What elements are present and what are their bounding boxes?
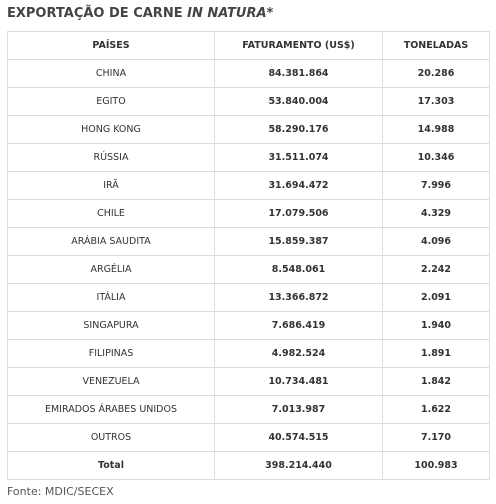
title: EXPORTAÇÃO DE CARNE IN NATURA*: [7, 6, 273, 21]
country-cell: FILIPINAS: [7, 339, 215, 368]
country-cell: HONG KONG: [7, 115, 215, 144]
country-cell: VENEZUELA: [7, 367, 215, 396]
country-cell: ITÁLIA: [7, 283, 215, 312]
country-cell: IRÃ: [7, 171, 215, 200]
export-table: PAÍSES FATURAMENTO (US$) TONELADAS CHINA 84…: [7, 31, 490, 480]
value-cell: 1.940: [382, 311, 490, 340]
country-cell: CHILE: [7, 199, 215, 228]
value-cell: 7.013.987: [214, 395, 383, 424]
value-cell: 4.329: [382, 199, 490, 228]
total-value: 398.214.440: [214, 451, 383, 480]
column-header: TONELADAS: [382, 31, 490, 60]
value-cell: 8.548.061: [214, 255, 383, 284]
table-row: IRÃ 31.694.472 7.996: [7, 171, 490, 200]
source-note: Fonte: MDIC/SECEX: [7, 485, 114, 498]
table-row: HONG KONG 58.290.176 14.988: [7, 115, 490, 144]
value-cell: 31.694.472: [214, 171, 383, 200]
value-cell: 53.840.004: [214, 87, 383, 116]
value-cell: 4.982.524: [214, 339, 383, 368]
country-cell: SINGAPURA: [7, 311, 215, 340]
value-cell: 14.988: [382, 115, 490, 144]
table-row: CHILE 17.079.506 4.329: [7, 199, 490, 228]
value-cell: 40.574.515: [214, 423, 383, 452]
value-cell: 7.170: [382, 423, 490, 452]
table-row: EGITO 53.840.004 17.303: [7, 87, 490, 116]
title-main: EXPORTAÇÃO DE CARNE: [7, 6, 183, 21]
country-cell: ARGÉLIA: [7, 255, 215, 284]
header-row: PAÍSES FATURAMENTO (US$) TONELADAS: [7, 31, 490, 60]
total-value: 100.983: [382, 451, 490, 480]
table-row: VENEZUELA 10.734.481 1.842: [7, 367, 490, 396]
column-header: PAÍSES: [7, 31, 215, 60]
title-italic: IN NATURA*: [187, 6, 274, 21]
country-cell: RÚSSIA: [7, 143, 215, 172]
table-row: FILIPINAS 4.982.524 1.891: [7, 339, 490, 368]
table-body: CHINA 84.381.864 20.286 EGITO 53.840.004 17.3…: [7, 59, 490, 480]
value-cell: 1.891: [382, 339, 490, 368]
value-cell: 17.079.506: [214, 199, 383, 228]
value-cell: 20.286: [382, 59, 490, 88]
country-cell: ARÁBIA SAUDITA: [7, 227, 215, 256]
table-row: CHINA 84.381.864 20.286: [7, 59, 490, 88]
value-cell: 10.346: [382, 143, 490, 172]
value-cell: 4.096: [382, 227, 490, 256]
table-row: ITÁLIA 13.366.872 2.091: [7, 283, 490, 312]
value-cell: 84.381.864: [214, 59, 383, 88]
value-cell: 1.842: [382, 367, 490, 396]
country-cell: CHINA: [7, 59, 215, 88]
table-row: SINGAPURA 7.686.419 1.940: [7, 311, 490, 340]
value-cell: 13.366.872: [214, 283, 383, 312]
value-cell: 17.303: [382, 87, 490, 116]
value-cell: 2.242: [382, 255, 490, 284]
value-cell: 7.686.419: [214, 311, 383, 340]
column-header: FATURAMENTO (US$): [214, 31, 383, 60]
table-row: EMIRADOS ÁRABES UNIDOS 7.013.987 1.622: [7, 395, 490, 424]
country-cell: EMIRADOS ÁRABES UNIDOS: [7, 395, 215, 424]
country-cell: OUTROS: [7, 423, 215, 452]
table-row: OUTROS 40.574.515 7.170: [7, 423, 490, 452]
value-cell: 58.290.176: [214, 115, 383, 144]
country-cell: EGITO: [7, 87, 215, 116]
table-row: RÚSSIA 31.511.074 10.346: [7, 143, 490, 172]
table-row: ARÁBIA SAUDITA 15.859.387 4.096: [7, 227, 490, 256]
total-label: Total: [7, 451, 215, 480]
total-row: Total 398.214.440 100.983: [7, 451, 490, 480]
value-cell: 10.734.481: [214, 367, 383, 396]
table-row: ARGÉLIA 8.548.061 2.242: [7, 255, 490, 284]
value-cell: 2.091: [382, 283, 490, 312]
value-cell: 1.622: [382, 395, 490, 424]
value-cell: 7.996: [382, 171, 490, 200]
value-cell: 31.511.074: [214, 143, 383, 172]
value-cell: 15.859.387: [214, 227, 383, 256]
